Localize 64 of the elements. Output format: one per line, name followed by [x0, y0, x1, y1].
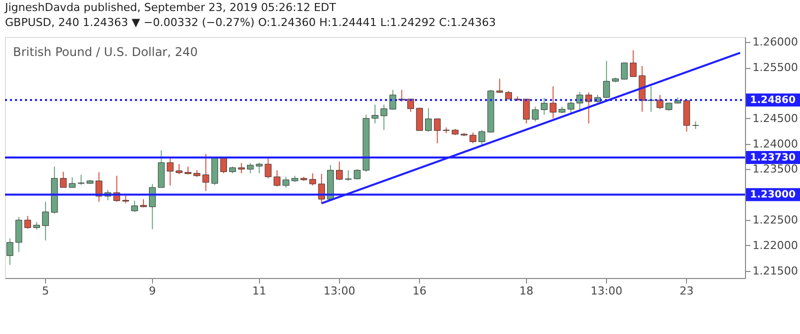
y-tick-label: 1.24500	[752, 112, 798, 125]
candlestick	[470, 132, 476, 144]
x-tick-label: 9	[148, 284, 156, 298]
candlestick	[630, 50, 637, 78]
candlestick	[24, 215, 32, 230]
candlestick	[656, 94, 664, 110]
candlestick	[176, 164, 182, 175]
candlestick	[648, 86, 654, 112]
candlestick	[336, 161, 343, 180]
x-tick-label: 13:00	[324, 284, 356, 298]
x-tick-label: 11	[252, 284, 266, 298]
candlestick	[550, 86, 556, 119]
text: British Pound / U.S. Dollar, 240	[13, 45, 198, 59]
candlestick	[389, 89, 396, 110]
candlestick	[380, 104, 388, 131]
candlestick	[282, 176, 290, 188]
candlestick	[6, 238, 14, 266]
x-tick-label: 16	[412, 284, 427, 298]
candlestick	[246, 162, 254, 174]
candlestick	[478, 130, 486, 146]
x-tick-label: 18	[519, 284, 534, 298]
candlestick	[434, 118, 441, 144]
y-tick-label: 1.26000	[752, 36, 798, 49]
candlestick	[256, 162, 263, 174]
candlestick	[372, 104, 378, 124]
ref-line-label: 1.23730	[750, 152, 796, 164]
candlestick	[540, 98, 548, 116]
y-tick-label: 1.24000	[752, 137, 798, 150]
y-tick-label: 1.22500	[752, 214, 798, 227]
candlestick	[274, 170, 280, 187]
candlestick	[96, 172, 102, 202]
candlestick	[576, 91, 584, 112]
candlestick	[238, 162, 245, 174]
candlestick	[309, 172, 316, 186]
candlestick	[344, 170, 352, 182]
x-tick-label: 13:00	[590, 284, 622, 298]
candlestick	[131, 200, 138, 212]
y-tick-label: 1.23500	[752, 162, 798, 176]
y-tick-label: 1.25500	[752, 61, 798, 74]
candlestick	[42, 201, 49, 241]
candlestick	[603, 60, 610, 99]
candlestick	[318, 173, 325, 204]
candlestick	[532, 106, 539, 122]
candlestick	[264, 158, 272, 179]
candlestick	[166, 156, 174, 186]
x-tick-label: 5	[42, 284, 50, 298]
x-tick-label: 23	[680, 284, 694, 298]
candlestick	[60, 171, 67, 188]
candlestick	[416, 107, 423, 132]
candlestick	[354, 168, 361, 180]
y-tick-label: 1.22000	[752, 238, 798, 252]
candlestick	[202, 153, 210, 192]
text: JigneshDavda published, September 23, 2019 05:26:12 EDT	[4, 1, 336, 14]
text: GBPUSD, 240 1.24363 ▼ −0.00332 (−0.27%) O:1.24360 H:1.24441 L:1.24292 C:1.24363	[5, 16, 496, 29]
candlestick	[496, 78, 504, 94]
candlestick	[78, 174, 85, 186]
y-tick-label: 1.21500	[752, 264, 798, 278]
candlestick	[149, 183, 156, 230]
candlestick	[425, 108, 432, 132]
ref-line-label: 1.23000	[750, 190, 796, 201]
ref-line-label: 1.24860	[750, 95, 796, 106]
candlestick	[15, 216, 22, 253]
candlestick	[68, 176, 76, 188]
candlestick	[568, 101, 574, 114]
